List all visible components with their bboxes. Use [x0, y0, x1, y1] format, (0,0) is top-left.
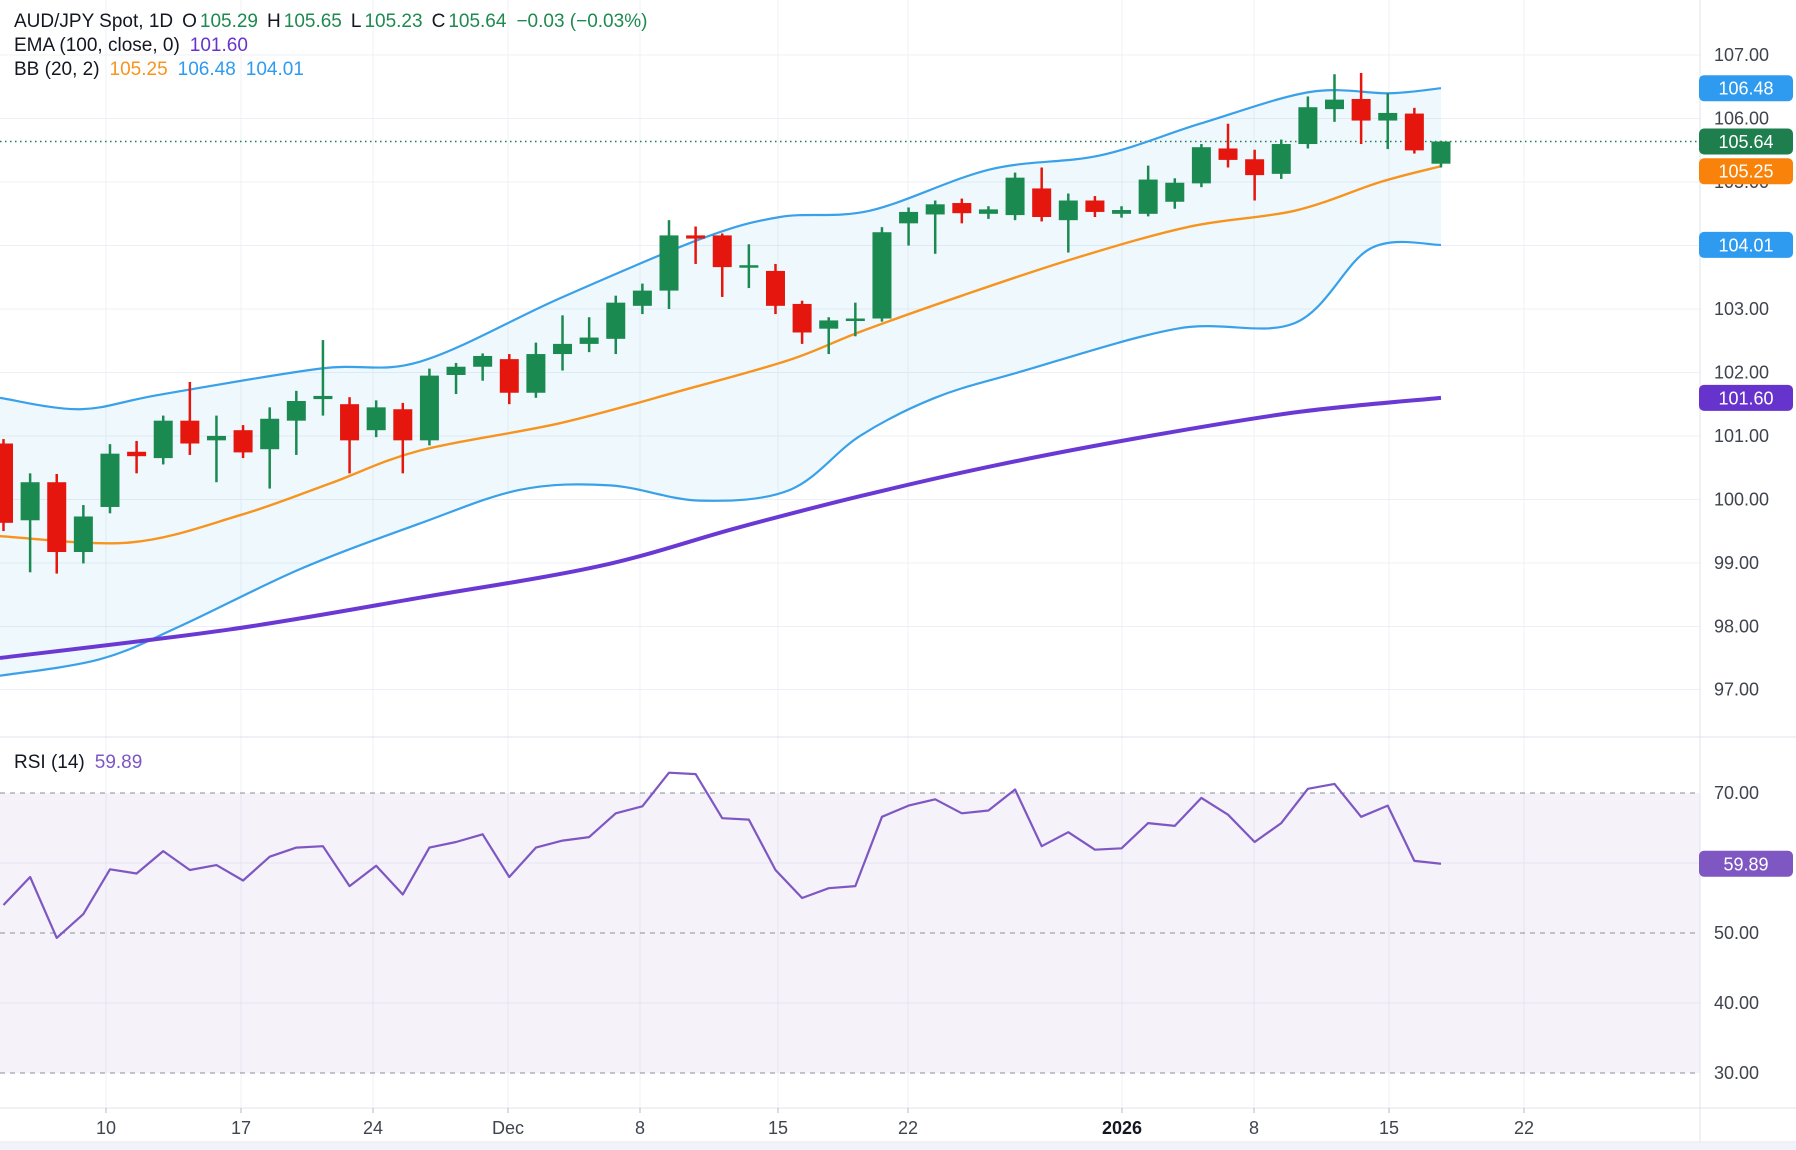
- rsi-label: RSI (14): [14, 752, 85, 773]
- time-tick-label: 22: [1514, 1118, 1534, 1138]
- svg-text:105.25: 105.25: [1718, 162, 1773, 182]
- main-series-legend[interactable]: AUD/JPY Spot, 1D O 105.29 H 105.65 L 105.23…: [14, 10, 647, 34]
- svg-text:106.48: 106.48: [1718, 79, 1773, 99]
- time-tick-label: 10: [96, 1118, 116, 1138]
- bb-upper-line[interactable]: [0, 87, 1442, 411]
- ohlc-high: H 105.65: [267, 11, 342, 32]
- price-tick-label: 106.00: [1714, 109, 1769, 129]
- ema-legend[interactable]: EMA (100, close, 0) 101.60: [14, 34, 647, 58]
- rsi-legend[interactable]: RSI (14) 59.89: [14, 751, 142, 775]
- time-tick-label: 22: [898, 1118, 918, 1138]
- price-scale[interactable]: 107.00106.00105.00103.00102.00101.00100.…: [1714, 45, 1769, 1083]
- svg-text:101.60: 101.60: [1718, 388, 1773, 408]
- time-tick-label: 8: [1249, 1118, 1259, 1138]
- axis-badge-101.60: 101.60: [1699, 384, 1793, 411]
- time-axis[interactable]: 10 17 24 Dec 8 15 22 2026 8 15 22: [96, 1108, 1534, 1138]
- rsi-tick-label: 40.00: [1714, 993, 1759, 1013]
- bb-basis-line[interactable]: [0, 165, 1442, 545]
- price-tick-label: 102.00: [1714, 362, 1769, 382]
- svg-text:59.89: 59.89: [1723, 854, 1768, 874]
- bb-lower-value: 104.01: [245, 59, 304, 80]
- rsi-tick-label: 50.00: [1714, 923, 1759, 943]
- grid-lines: [0, 0, 1700, 1108]
- ohlc-low: L 105.23: [350, 11, 423, 32]
- bottom-strip: [0, 1143, 1796, 1150]
- price-tick-label: 99.00: [1714, 553, 1759, 573]
- time-tick-label: 17: [231, 1118, 251, 1138]
- price-pane[interactable]: [0, 72, 1700, 677]
- symbol-title: AUD/JPY Spot, 1D: [14, 11, 174, 32]
- time-tick-label: 2026: [1102, 1118, 1142, 1138]
- bb-fill: [0, 88, 1441, 676]
- legend: AUD/JPY Spot, 1D O 105.29 H 105.65 L 105.23…: [14, 10, 647, 82]
- price-tick-label: 100.00: [1714, 489, 1769, 509]
- time-tick-label: 15: [768, 1118, 788, 1138]
- ema-label: EMA (100, close, 0): [14, 35, 180, 56]
- price-tick-label: 97.00: [1714, 680, 1759, 700]
- time-tick-label: 15: [1379, 1118, 1399, 1138]
- bb-legend[interactable]: BB (20, 2) 105.25 106.48 104.01: [14, 58, 647, 82]
- axis-badge-105.25: 105.25: [1699, 158, 1793, 185]
- axis-badge-105.64: 105.64: [1699, 128, 1793, 155]
- rsi-value: 59.89: [94, 752, 143, 773]
- ema-value: 101.60: [189, 35, 248, 56]
- ohlc-close: C 105.64: [431, 11, 507, 32]
- price-tick-label: 103.00: [1714, 299, 1769, 319]
- bb-label: BB (20, 2): [14, 59, 100, 80]
- bb-lower-line[interactable]: [0, 240, 1442, 677]
- time-tick-label: 24: [363, 1118, 383, 1138]
- price-tick-label: 107.00: [1714, 45, 1769, 65]
- time-tick-label: 8: [635, 1118, 645, 1138]
- axis-badge-59.89: 59.89: [1699, 850, 1793, 877]
- ohlc-open: O 105.29: [182, 11, 259, 32]
- svg-text:105.64: 105.64: [1718, 132, 1773, 152]
- rsi-tick-label: 70.00: [1714, 783, 1759, 803]
- rsi-line[interactable]: [2, 771, 1442, 940]
- svg-text:104.01: 104.01: [1718, 235, 1773, 255]
- price-tick-label: 98.00: [1714, 616, 1759, 636]
- candles[interactable]: [0, 72, 1451, 574]
- price-tick-label: 101.00: [1714, 426, 1769, 446]
- axis-badge-104.01: 104.01: [1699, 231, 1793, 258]
- axis-badge-106.48: 106.48: [1699, 75, 1793, 102]
- bb-upper-value: 106.48: [177, 59, 236, 80]
- time-tick-label: Dec: [492, 1118, 524, 1138]
- ema100-line[interactable]: [0, 395, 1442, 660]
- rsi-tick-label: 30.00: [1714, 1063, 1759, 1083]
- bb-basis-value: 105.25: [109, 59, 168, 80]
- change-value: −0.03 (−0.03%): [516, 11, 648, 32]
- rsi-pane[interactable]: [0, 771, 1700, 1074]
